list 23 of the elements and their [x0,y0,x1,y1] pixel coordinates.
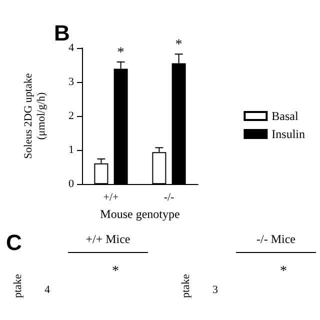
y-tick-label: 1 [68,144,74,156]
text: ptake [180,274,192,298]
annotation: * [175,38,182,53]
y-tick-label: 0 [68,178,74,190]
x-tick-label: -/- [164,192,175,204]
text: * [280,264,287,280]
y-tick-label: 4 [68,42,74,54]
text: C [6,230,22,256]
text: 4 [44,284,50,296]
annotation: * [117,45,124,60]
legend-label: Basal [272,109,299,123]
x-axis-title: Mouse genotype [100,207,180,221]
legend-label: Insulin [272,127,306,141]
text: B [54,20,70,46]
y-tick-label: 3 [68,76,74,88]
y-tick-label: 2 [68,110,74,122]
text: ptake [12,274,24,298]
x-tick-label: +/+ [103,192,119,204]
text: -/- Mice [256,232,296,247]
text: * [112,264,119,280]
text: +/+ Mice [84,232,132,247]
text: 3 [212,284,218,296]
y-axis-title: Soleus 2DG uptake (μmol/g/h) [22,73,48,159]
